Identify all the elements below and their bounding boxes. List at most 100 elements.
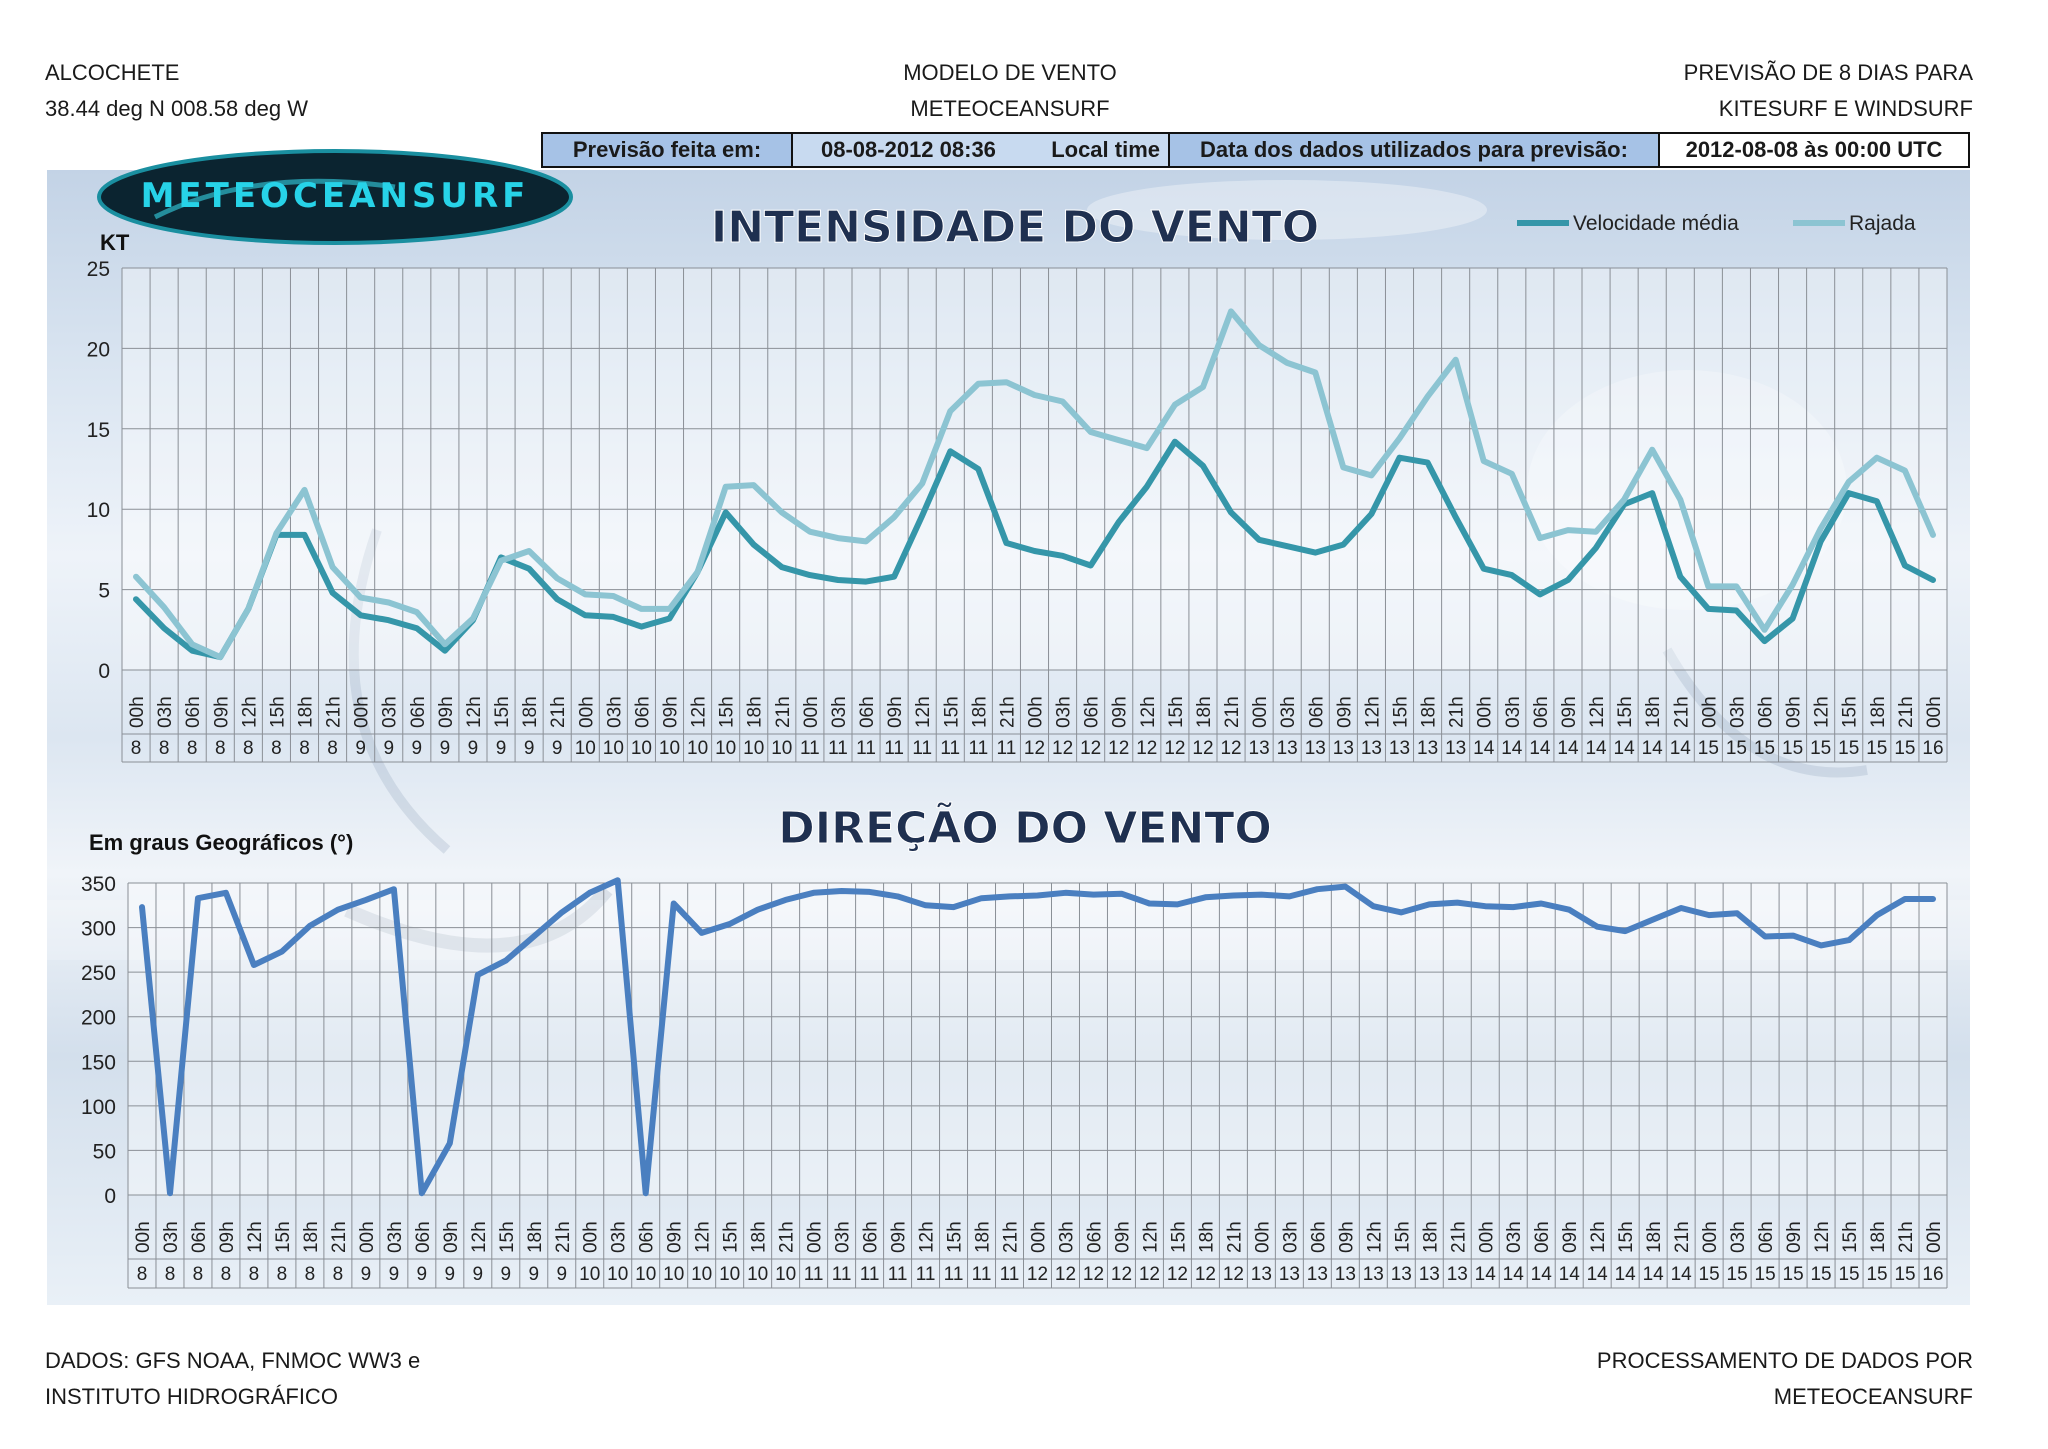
x-tick-hour-label: 00h: [581, 1221, 602, 1253]
data-point: [755, 907, 761, 913]
x-tick-hour-label: 06h: [189, 1221, 210, 1253]
x-tick-hour-label: 15h: [721, 1221, 742, 1253]
data-point: [1397, 455, 1402, 461]
data-point: [1509, 572, 1515, 578]
data-point: [1284, 360, 1290, 366]
x-tick-hour-label: 21h: [1448, 1221, 1469, 1253]
data-point: [447, 1140, 453, 1146]
x-tick-day-label: 15: [1698, 738, 1719, 759]
data-point: [919, 480, 925, 486]
data-point: [727, 921, 733, 927]
x-tick-day-label: 11: [912, 738, 932, 759]
x-tick-hour-label: 21h: [1672, 1221, 1693, 1253]
coordinates: 38.44 deg N 008.58 deg W: [45, 96, 308, 121]
x-tick-hour-label: 03h: [829, 696, 850, 728]
data-point: [1453, 514, 1459, 520]
data-point: [779, 509, 785, 515]
data-point: [895, 893, 901, 899]
x-tick-day-label: 15: [1726, 738, 1747, 759]
data-point: [1482, 903, 1488, 909]
data-point: [699, 930, 705, 936]
data-point: [695, 569, 701, 575]
x-tick-hour-label: 15h: [1840, 1221, 1861, 1253]
data-point: [1118, 891, 1124, 897]
x-tick-day-label: 9: [355, 738, 366, 759]
x-tick-hour-label: 18h: [749, 1221, 770, 1253]
data-point: [1593, 529, 1599, 535]
x-tick-hour-label: 09h: [665, 1221, 686, 1253]
x-tick-day-label: 12: [1195, 1264, 1216, 1285]
data-point: [1060, 398, 1066, 404]
y-tick-label: 350: [81, 873, 116, 896]
x-tick-hour-label: 18h: [1643, 696, 1664, 728]
x-tick-hour-label: 21h: [777, 1221, 798, 1253]
x-tick-hour-label: 00h: [576, 696, 597, 728]
x-tick-hour-label: 09h: [217, 1221, 238, 1253]
x-tick-day-label: 14: [1531, 1264, 1553, 1285]
x-tick-day-label: 16: [1922, 1264, 1943, 1285]
x-tick-hour-label: 09h: [1334, 696, 1355, 728]
y-tick-label: 250: [81, 962, 116, 985]
x-tick-day-label: 11: [856, 738, 876, 759]
x-tick-hour-label: 00h: [357, 1221, 378, 1253]
x-tick-hour-label: 12h: [917, 1221, 938, 1253]
x-tick-hour-label: 09h: [211, 696, 232, 728]
data-point: [1314, 886, 1320, 892]
data-point: [1930, 577, 1936, 583]
data-point: [1230, 892, 1236, 898]
forecast-made-cell: 08-08-2012 08:36 Local time: [793, 134, 1170, 166]
x-tick-day-label: 9: [445, 1264, 456, 1285]
x-tick-hour-label: 21h: [553, 1221, 574, 1253]
footer-data-source-line1: DADOS: GFS NOAA, FNMOC WW3 e: [45, 1348, 421, 1373]
x-tick-hour-label: 09h: [1784, 1221, 1805, 1253]
data-point: [975, 466, 981, 472]
data-point: [1874, 498, 1880, 504]
y-tick-label: 10: [87, 499, 110, 522]
data-point: [1007, 893, 1013, 899]
data-point: [1453, 357, 1459, 363]
y-axis-label: Em graus Geográficos (°): [89, 830, 353, 855]
x-tick-hour-label: 18h: [296, 696, 317, 728]
x-tick-hour-label: 12h: [1812, 696, 1833, 728]
data-point: [919, 513, 925, 519]
x-tick-day-label: 13: [1249, 738, 1270, 759]
data-point: [419, 1190, 425, 1196]
data-point: [1202, 894, 1208, 900]
x-tick-hour-label: 15h: [945, 1221, 966, 1253]
x-tick-day-label: 13: [1363, 1264, 1384, 1285]
x-tick-day-label: 9: [361, 1264, 372, 1285]
data-point: [1060, 553, 1066, 559]
x-tick-day-label: 8: [131, 738, 142, 759]
legend-label: Velocidade média: [1573, 212, 1739, 235]
x-tick-day-label: 10: [687, 738, 708, 759]
data-point: [1172, 439, 1178, 445]
data-point: [667, 606, 672, 612]
x-tick-hour-label: 15h: [1615, 696, 1636, 728]
x-tick-hour-label: 03h: [833, 1221, 854, 1253]
footer-data-source-line2: INSTITUTO HIDROGRÁFICO: [45, 1384, 338, 1409]
x-tick-day-label: 13: [1305, 738, 1326, 759]
model-subtitle: METEOCEANSURF: [910, 96, 1110, 121]
data-point: [891, 574, 897, 580]
x-tick-hour-label: 06h: [408, 696, 429, 728]
data-point: [811, 890, 817, 896]
x-tick-hour-label: 09h: [885, 696, 906, 728]
x-tick-day-label: 9: [389, 1264, 400, 1285]
x-tick-hour-label: 00h: [1924, 1221, 1945, 1253]
x-tick-hour-label: 09h: [436, 696, 457, 728]
x-tick-day-label: 11: [832, 1264, 852, 1285]
x-tick-day-label: 14: [1501, 738, 1523, 759]
x-tick-hour-label: 15h: [1616, 1221, 1637, 1253]
x-tick-day-label: 8: [305, 1264, 316, 1285]
x-tick-day-label: 14: [1475, 1264, 1497, 1285]
data-point: [307, 923, 313, 929]
data-point: [1312, 550, 1318, 556]
data-point: [526, 548, 532, 554]
x-tick-hour-label: 12h: [1364, 1221, 1385, 1253]
data-point: [1734, 910, 1740, 916]
data-point: [1256, 537, 1262, 543]
data-point: [1622, 928, 1628, 934]
x-tick-hour-label: 12h: [1588, 1221, 1609, 1253]
footer-processing-line1: PROCESSAMENTO DE DADOS POR: [1596, 1348, 1973, 1373]
data-point: [1565, 577, 1571, 583]
